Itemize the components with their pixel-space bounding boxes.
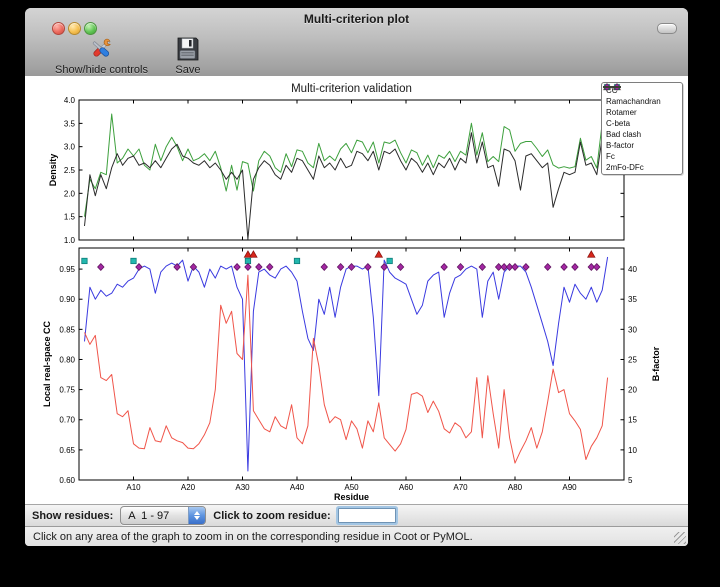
legend-entry-ramachandran: Ramachandran — [603, 83, 682, 106]
plot-legend: CC Ramachandran Rotamer C-beta Bad clash B-fa… — [601, 82, 683, 175]
bfactor-tick-label: 25 — [628, 355, 637, 364]
legend-label: C-beta — [606, 118, 631, 128]
x-tick-label: A10 — [126, 483, 141, 492]
legend-entry-2mfo-dfc: 2mFo-DFc — [603, 86, 682, 172]
cc-line — [84, 256, 609, 472]
density-tick-label: 2.5 — [64, 166, 76, 175]
status-text: Click on any area of the graph to zoom i… — [33, 530, 473, 543]
density-tick-label: 1.0 — [64, 236, 76, 245]
legend-label: B-factor — [606, 140, 635, 150]
bfactor-tick-label: 30 — [628, 325, 637, 334]
chain-range-popup[interactable]: A 1 - 97 — [120, 506, 207, 525]
zoom-residue-input[interactable] — [337, 508, 396, 523]
toolbar-toggle-capsule[interactable] — [657, 23, 677, 34]
bfactor-tick-label: 5 — [628, 476, 633, 485]
cc-tick-label: 0.65 — [59, 446, 75, 455]
window-chrome: Multi-criterion plot — [25, 8, 688, 77]
density-tick-label: 1.5 — [64, 213, 76, 222]
legend-line-swatch — [603, 86, 621, 88]
bfactor-tick-label: 40 — [628, 265, 637, 274]
x-tick-label: A80 — [508, 483, 523, 492]
resize-grip-icon[interactable] — [674, 532, 686, 544]
x-tick-label: A50 — [344, 483, 359, 492]
legend-entry-rotamer: Rotamer — [602, 83, 682, 117]
figure-area: Multi-criterion validation A10 A20 A30 A40 A5… — [25, 76, 688, 504]
x-tick-label: A40 — [290, 483, 305, 492]
popup-stepper-icon — [188, 507, 206, 524]
zoom-button[interactable] — [84, 22, 97, 35]
figure-title: Multi-criterion validation — [291, 83, 412, 95]
cc-tick-label: 0.90 — [59, 295, 75, 304]
bad-clash-markers — [97, 262, 601, 271]
control-bar: Show residues: A 1 - 97 Click to zoom re… — [25, 504, 688, 526]
plot-frame — [78, 247, 625, 481]
legend-entry-c-beta: C-beta — [603, 83, 682, 128]
twofo-dfc-line — [84, 132, 609, 240]
legend-label: Fc — [606, 151, 615, 161]
legend-label: Ramachandran — [606, 96, 661, 106]
bfactor-axis-label: B-factor — [651, 346, 661, 381]
bfactor-tick-label: 20 — [628, 386, 637, 395]
density-tick-label: 3.0 — [64, 143, 76, 152]
save-button[interactable]: Save — [174, 36, 202, 76]
cc-tick-label: 0.85 — [59, 325, 75, 334]
close-button[interactable] — [52, 22, 65, 35]
cc-tick-label: 0.95 — [59, 265, 75, 274]
b-factor-line — [84, 274, 609, 464]
show-residues-label: Show residues: — [32, 509, 114, 522]
density-axis-label: Density — [48, 154, 58, 187]
legend-label: 2mFo-DFc — [606, 162, 644, 172]
bfactor-tick-label: 15 — [628, 416, 637, 425]
density-tick-label: 4.0 — [64, 96, 76, 105]
x-tick-label: A20 — [181, 483, 196, 492]
minimize-button[interactable] — [68, 22, 81, 35]
legend-label: Bad clash — [606, 129, 642, 139]
window-title: Multi-criterion plot — [303, 12, 410, 26]
density-tick-label: 3.5 — [64, 119, 76, 128]
tools-icon — [87, 36, 115, 62]
legend-label: Rotamer — [606, 107, 637, 117]
show-hide-controls-label: Show/hide controls — [55, 64, 148, 76]
legend-entry-bad-clash: Bad clash — [603, 83, 682, 139]
cc-axis-label: Local real-space CC — [42, 320, 52, 407]
c-beta-markers — [81, 257, 393, 265]
multi-criterion-plot-canvas[interactable]: Multi-criterion validation A10 A20 A30 A40 A5… — [25, 76, 688, 504]
legend-label: CC — [606, 85, 618, 95]
fc-line — [84, 113, 609, 217]
chain-range-value: A 1 - 97 — [128, 509, 170, 522]
x-tick-label: A90 — [562, 483, 577, 492]
cc-tick-label: 0.80 — [59, 355, 75, 364]
bfactor-tick-label: 35 — [628, 295, 637, 304]
zoom-residue-label: Click to zoom residue: — [213, 509, 331, 522]
toolbar: Show/hide controls Save — [25, 30, 688, 76]
x-tick-label: A30 — [235, 483, 250, 492]
x-tick-label: A70 — [453, 483, 468, 492]
plot-frame — [78, 99, 625, 241]
title-bar[interactable]: Multi-criterion plot — [25, 8, 688, 35]
app-window: Multi-criterion plot — [25, 8, 688, 546]
legend-entry-b-factor: B-factor — [603, 86, 682, 150]
cc-tick-label: 0.75 — [59, 386, 75, 395]
save-icon — [174, 36, 202, 62]
bfactor-tick-label: 10 — [628, 446, 637, 455]
rotamer-markers — [243, 250, 596, 258]
legend-entry-fc: Fc — [603, 86, 682, 161]
save-label: Save — [175, 64, 201, 76]
density-tick-label: 2.0 — [64, 189, 76, 198]
residue-axis-label: Residue — [334, 492, 369, 502]
x-tick-label: A60 — [399, 483, 414, 492]
status-bar: Click on any area of the graph to zoom i… — [25, 526, 688, 546]
show-hide-controls-button[interactable]: Show/hide controls — [55, 36, 148, 76]
cc-tick-label: 0.70 — [59, 416, 75, 425]
cc-tick-label: 0.60 — [59, 476, 75, 485]
